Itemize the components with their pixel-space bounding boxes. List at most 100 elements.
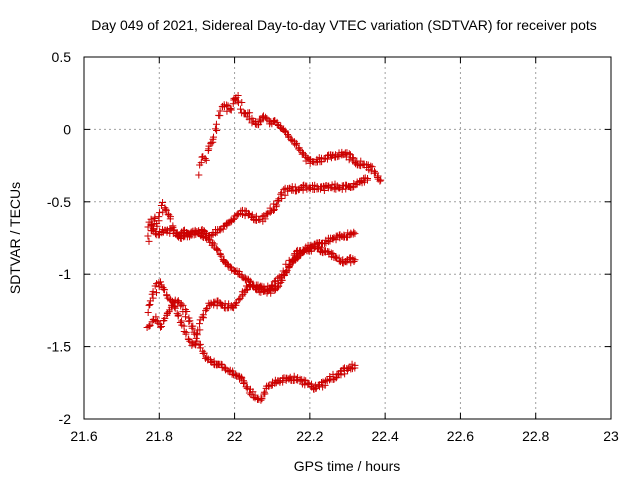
data-point (207, 356, 215, 364)
data-point (315, 243, 323, 251)
data-point (166, 215, 174, 223)
data-point (210, 301, 218, 309)
x-tick-label: 22.8 (522, 428, 549, 444)
data-point (246, 109, 254, 117)
data-point (160, 317, 168, 325)
data-point (298, 150, 306, 158)
data-point (335, 254, 343, 262)
data-point (231, 300, 239, 308)
x-axis-ticks: 21.6 21.8 22 22.2 22.4 22.6 22.8 23 (70, 57, 619, 444)
x-tick-label: 22.4 (372, 428, 399, 444)
data-point (377, 176, 385, 184)
y-tick-label: -1 (59, 266, 72, 282)
data-point (270, 278, 278, 286)
data-point (179, 301, 187, 309)
data-point (144, 232, 152, 240)
data-point (238, 271, 246, 279)
data-point (147, 220, 155, 228)
data-point (268, 282, 276, 290)
data-point (210, 133, 218, 141)
data-point (270, 207, 278, 215)
data-point (270, 117, 278, 125)
data-point (277, 190, 285, 198)
data-point (229, 367, 237, 375)
data-point (226, 106, 234, 114)
data-point (216, 250, 224, 258)
data-point (144, 309, 152, 317)
data-point (223, 101, 231, 109)
data-point (281, 191, 289, 199)
data-point (189, 322, 197, 330)
data-point (159, 199, 167, 207)
data-point (275, 280, 283, 288)
data-point (210, 357, 218, 365)
data-point (162, 205, 170, 213)
data-point (195, 227, 203, 235)
data-point (213, 245, 221, 253)
data-point (324, 238, 332, 246)
data-point (205, 145, 213, 153)
data-point (342, 153, 350, 161)
data-point (145, 301, 153, 309)
data-point (289, 256, 297, 264)
data-point (201, 155, 209, 163)
y-tick-label: 0.5 (52, 49, 72, 65)
data-point (261, 215, 269, 223)
data-point (149, 288, 157, 296)
data-point (163, 291, 171, 299)
y-axis-label: SDTVAR / TECUs (7, 182, 23, 294)
data-point (182, 328, 190, 336)
data-point (215, 111, 223, 119)
data-point (273, 118, 281, 126)
data-point (348, 360, 356, 368)
data-point (199, 311, 207, 319)
data-point (146, 301, 154, 309)
data-point (300, 376, 308, 384)
data-point (165, 211, 173, 219)
data-point (198, 153, 206, 161)
data-point (208, 231, 216, 239)
y-tick-label: -0.5 (47, 194, 71, 210)
data-point (242, 383, 250, 391)
data-point (376, 177, 384, 185)
data-point (201, 234, 209, 242)
grid-lines (84, 57, 611, 419)
data-point (363, 176, 371, 184)
y-tick-label: -2 (59, 411, 72, 427)
x-tick-label: 21.8 (146, 428, 173, 444)
data-point (156, 323, 164, 331)
data-point (232, 301, 240, 309)
data-point (351, 256, 359, 264)
chart-title: Day 049 of 2021, Sidereal Day-to-day VTE… (91, 17, 597, 33)
data-point (226, 263, 234, 271)
data-point (351, 361, 359, 369)
data-points (143, 91, 385, 404)
data-point (346, 231, 354, 239)
data-point (341, 370, 349, 378)
data-point (145, 237, 153, 245)
data-point (270, 206, 278, 214)
data-point (153, 289, 161, 297)
y-tick-label: -1.5 (47, 339, 71, 355)
data-point (293, 253, 301, 261)
data-point (320, 186, 328, 194)
data-point (185, 336, 193, 344)
y-axis-ticks: 0.5 0 -0.5 -1 -1.5 -2 (47, 49, 611, 427)
data-point (308, 380, 316, 388)
data-point (205, 235, 213, 243)
data-point (155, 209, 163, 217)
data-point (284, 130, 292, 138)
x-tick-label: 22.6 (447, 428, 474, 444)
plot-frame (83, 56, 612, 420)
data-point (367, 162, 375, 170)
data-point (262, 113, 270, 121)
data-point (331, 253, 339, 261)
data-point (158, 322, 166, 330)
data-point (185, 317, 193, 325)
data-point (195, 171, 203, 179)
data-point (240, 378, 248, 386)
data-point (209, 239, 217, 247)
data-point (196, 320, 204, 328)
data-point (350, 228, 358, 236)
data-point (145, 322, 153, 330)
